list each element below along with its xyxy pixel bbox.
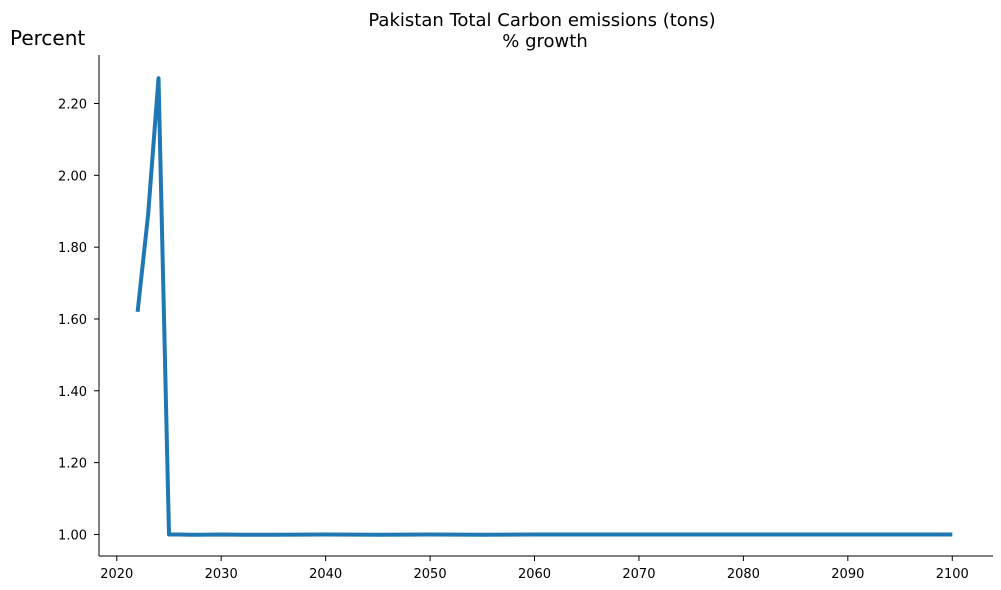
x-tick-label: 2050 <box>414 567 447 582</box>
y-tick-label: 1.80 <box>58 241 87 256</box>
x-axis-ticks: 2020 2030 2040 2050 2060 2070 2080 2090 2100 <box>100 556 969 582</box>
chart-title: Pakistan Total Carbon emissions (tons) <box>368 10 715 31</box>
y-tick-label: 1.00 <box>58 528 87 543</box>
y-tick-label: 1.40 <box>58 385 87 400</box>
x-tick-label: 2040 <box>309 567 342 582</box>
chart-subtitle: % growth <box>502 31 587 52</box>
plot-area <box>135 76 953 537</box>
y-tick-label: 2.00 <box>58 169 87 184</box>
y-tick-label: 1.60 <box>58 313 87 328</box>
series-line <box>135 76 953 537</box>
x-tick-label: 2100 <box>936 567 969 582</box>
x-tick-label: 2060 <box>518 567 551 582</box>
y-tick-label: 2.20 <box>58 97 87 112</box>
y-tick-label: 1.20 <box>58 457 87 472</box>
x-tick-label: 2070 <box>622 567 655 582</box>
y-axis-ticks: 1.00 1.20 1.40 1.60 1.80 2.00 2.20 <box>58 97 99 543</box>
x-tick-label: 2020 <box>100 567 133 582</box>
x-tick-label: 2080 <box>727 567 760 582</box>
y-axis-label: Percent <box>10 26 85 50</box>
x-tick-label: 2090 <box>831 567 864 582</box>
x-tick-label: 2030 <box>205 567 238 582</box>
